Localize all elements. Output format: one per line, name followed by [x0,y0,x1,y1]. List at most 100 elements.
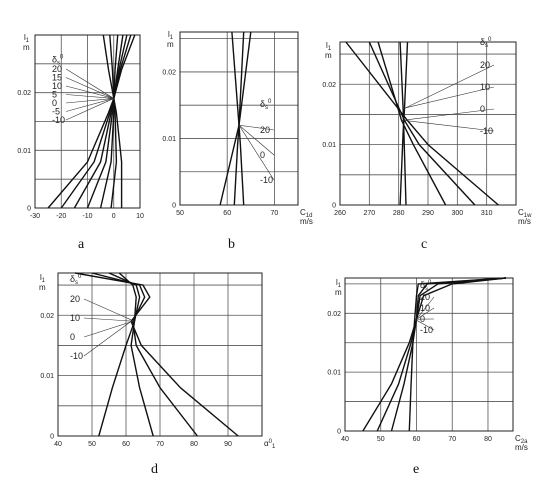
panel-d-legend-leader-2 [83,321,133,338]
panel-a-legend-leader-2 [65,85,114,99]
panel-c-legend-entry-2: 0 [480,104,485,114]
panel-d-legend-leader-3 [83,321,132,357]
panel-c-legend-entry-0: 20 [480,60,490,70]
panel-c-legend-leader-3 [404,120,495,132]
panel-b-xunit: m/s [300,217,313,226]
panel-a-xtick-0: -30 [30,213,40,220]
panel-e-xtick-4: 80 [484,436,492,443]
panel-e-xtick-3: 70 [448,436,456,443]
panel-d-xtick-3: 70 [156,441,164,448]
panel-a-ytick-2: 0.02 [17,90,31,97]
panel-c-legend-leader-0 [404,64,495,109]
panel-b-legend-leader-0 [238,124,275,131]
panel-d-xtick-2: 60 [122,441,130,448]
panel-d-legend-leader-0 [83,298,135,322]
panel-c-legend-leader-1 [402,86,495,109]
panel-a-legend-leader-3 [65,94,114,99]
panel-e-series-line-0 [362,277,506,432]
panel-c-series-line-3 [368,41,476,206]
panel-a-legend-entry-3: 5 [52,90,57,100]
panel-c-series-line-2 [377,41,447,206]
panel-d-series-line-3 [74,272,239,437]
panel-a-xtick-4: 10 [136,213,144,220]
panel-c-frame [339,41,517,206]
panel-d-ylabel: l1 [40,273,46,284]
panel-a-ytick-1: 0.01 [17,148,31,155]
panel-e-legend-title: δs0 [420,280,432,292]
panel-c-xunit: m/s [518,217,531,226]
panel-b-legend-title: δs0 [260,99,272,111]
panel-b-legend-entry-0: 20 [260,125,270,135]
panel-a-legend-leader-5 [65,98,114,112]
panel-a-xtick-3: 0 [112,213,116,220]
panel-b-ylabel: l1 [168,30,174,41]
panel-d-ytick-0: 0 [50,434,54,441]
panel-e-legend-entry-1: 10 [420,303,430,313]
panel-e-ytick-1: 0.01 [327,370,341,377]
panel-c-ylabel: l1 [326,41,332,52]
panel-b-ytick-0: 0 [172,203,176,210]
panel-e-xtick-1: 50 [377,436,385,443]
panel-a-legend-leader-0 [65,68,114,99]
panel-e-yunit: m [335,288,342,297]
panel-e-legend-entry-0: 20 [420,292,430,302]
panel-c-ytick-2: 0.02 [322,82,336,89]
panel-a-xtick-2: -10 [82,213,92,220]
panel-a-ylabel: l1 [24,33,30,44]
panel-c-xtick-3: 290 [422,210,434,217]
panel-caption-e: e [413,462,420,477]
panel-d-xtick-4: 80 [190,441,198,448]
panel-caption-a: a [78,237,85,252]
panel-b-legend-leader-2 [238,124,275,181]
panel-e-xtick-2: 60 [413,436,421,443]
panel-a-xtick-1: -20 [56,213,66,220]
panel-a-legend-leader-6 [65,98,114,121]
panel-c-ytick-1: 0.01 [322,142,336,149]
panel-e-series-line-1 [376,277,506,432]
panel-d-series-line-2 [91,272,198,437]
panel-caption-d: d [151,462,158,477]
panel-b-ytick-2: 0.02 [162,69,176,76]
panel-e-legend-leader-1 [416,307,435,320]
panel-d-ytick-1: 0.01 [40,373,54,380]
panel-a-legend-entry-0: 20 [52,64,62,74]
panel-c-xlabel: C1w [518,208,532,219]
panel-d-ytick-2: 0.02 [40,313,54,320]
panel-d-legend-title: δs0 [70,274,82,286]
panel-a-legend-leader-1 [65,77,114,99]
panel-d-xlabel: α01 [264,439,276,450]
panel-e-legend-entry-3: -10 [420,325,433,335]
panel-e-ytick-2: 0.02 [327,311,341,318]
panel-a-legend-entry-2: 10 [52,81,62,91]
panel-c-xtick-0: 260 [334,210,346,217]
panel-a-legend-leader-4 [65,98,114,104]
panel-e-xunit: m/s [515,443,528,452]
panel-c-xtick-5: 310 [481,210,493,217]
panel-d-legend-entry-3: -10 [70,351,83,361]
panel-b-xtick-1: 60 [223,210,231,217]
panel-e-frame [344,277,514,432]
panel-b-legend-leader-1 [238,124,275,156]
panel-b-legend-entry-1: 0 [260,150,265,160]
panel-d-xtick-0: 40 [54,441,62,448]
panel-e-xlabel: C2a [515,434,528,445]
panel-caption-c: c [421,237,428,252]
panel-a-legend-entry-4: 0 [52,98,57,108]
panel-b-ytick-1: 0.01 [162,136,176,143]
panel-c-series-line-4 [345,41,499,206]
panel-c-xtick-2: 280 [393,210,405,217]
panel-a-legend-entry-5: -5 [52,107,60,117]
panel-d-xtick-1: 50 [88,441,96,448]
panel-b-xlabel: C1d [300,208,312,219]
panel-d-legend-entry-2: 0 [70,332,75,342]
panel-d-series-line-1 [108,272,154,437]
panel-a-yunit: m [23,43,30,52]
panel-e-ytick-0: 0 [337,429,341,436]
panel-c-xtick-1: 270 [363,210,375,217]
panel-d-frame [57,272,263,437]
panel-b-xtick-0: 50 [176,210,184,217]
panel-b-series-line-2 [231,31,245,206]
panel-e-legend-leader-3 [414,318,435,331]
panel-a-legend-title: δs0 [52,55,64,67]
panel-e-xtick-0: 40 [341,436,349,443]
